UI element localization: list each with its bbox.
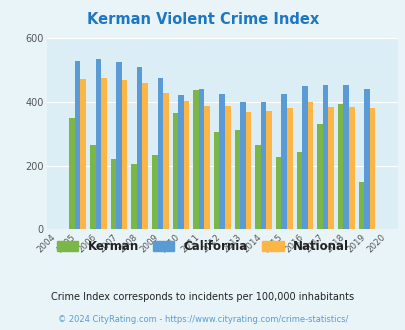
Bar — [322, 85, 328, 229]
Bar — [286, 108, 292, 229]
Bar — [328, 107, 333, 229]
Bar — [266, 111, 271, 229]
Bar — [234, 130, 240, 229]
Bar — [80, 80, 86, 229]
Bar — [358, 182, 363, 229]
Text: © 2024 CityRating.com - https://www.cityrating.com/crime-statistics/: © 2024 CityRating.com - https://www.city… — [58, 315, 347, 324]
Bar — [301, 86, 307, 229]
Bar — [369, 109, 374, 229]
Bar — [163, 93, 168, 229]
Bar — [122, 80, 127, 229]
Bar — [245, 112, 251, 229]
Bar — [224, 106, 230, 229]
Bar — [255, 145, 260, 229]
Text: Crime Index corresponds to incidents per 100,000 inhabitants: Crime Index corresponds to incidents per… — [51, 292, 354, 302]
Bar — [343, 85, 348, 229]
Bar — [101, 79, 107, 229]
Legend: Kerman, California, National: Kerman, California, National — [57, 240, 348, 253]
Bar — [307, 102, 313, 229]
Bar — [260, 102, 266, 229]
Bar — [90, 145, 95, 229]
Bar — [69, 118, 75, 229]
Bar — [198, 89, 204, 229]
Bar — [95, 59, 101, 229]
Bar — [183, 101, 189, 229]
Bar — [275, 157, 281, 229]
Bar — [151, 155, 157, 229]
Bar — [75, 61, 80, 229]
Bar — [337, 104, 343, 229]
Bar — [110, 159, 116, 229]
Bar — [240, 102, 245, 229]
Bar — [219, 94, 224, 229]
Bar — [363, 89, 369, 229]
Bar — [296, 152, 301, 229]
Bar — [204, 106, 209, 229]
Bar — [172, 113, 178, 229]
Bar — [142, 83, 148, 229]
Bar — [131, 164, 136, 229]
Bar — [213, 132, 219, 229]
Bar — [157, 78, 163, 229]
Bar — [116, 62, 121, 229]
Bar — [193, 90, 198, 229]
Bar — [316, 124, 322, 229]
Bar — [348, 108, 354, 229]
Bar — [178, 95, 183, 229]
Bar — [136, 67, 142, 229]
Text: Kerman Violent Crime Index: Kerman Violent Crime Index — [87, 12, 318, 26]
Bar — [281, 94, 286, 229]
